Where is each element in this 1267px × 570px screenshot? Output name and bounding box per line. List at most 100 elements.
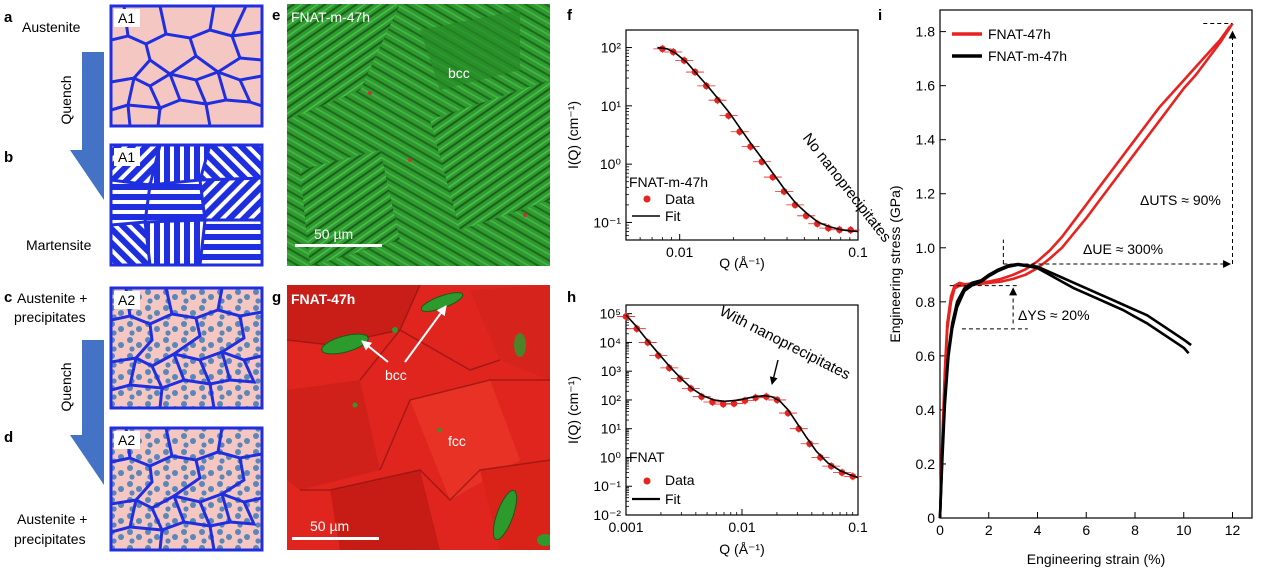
- panel-letter-e: e: [272, 7, 280, 24]
- chart-f-ytick-label: 10⁻¹: [593, 214, 621, 230]
- label-austenite: Austenite: [22, 19, 81, 35]
- chart-h-legend-data-marker: [643, 477, 651, 485]
- label-quench-2: Quench: [58, 362, 74, 411]
- chart-f-ytick-label: 10¹: [601, 98, 622, 114]
- chart-f-legend-fit: Fit: [665, 208, 681, 224]
- chart-h-data-point: [817, 454, 824, 461]
- schematic-austenite: A1: [109, 4, 264, 128]
- micrograph-e-scale-bar: [295, 244, 382, 247]
- chart-i-xtick-label: 12: [1225, 522, 1241, 538]
- chart-i: 0 2 4 6 8 10 12 0 0.2 0.4 0.6 0.8 1.0 1.2 1.4 1.6 1.8 FN…: [887, 9, 1253, 567]
- chart-f-data-point: [714, 96, 721, 104]
- chart-h-ytick-label: 10³: [601, 363, 622, 379]
- chart-f-legend-title: FNAT-m-47h: [629, 174, 708, 190]
- label-martensite: Martensite: [26, 237, 92, 253]
- chart-f-xtick-label: 0.01: [666, 244, 693, 260]
- chart-h: 0.001 0.01 0.1 10⁵ 10⁴ 10³ 10² 10¹ 10⁰ 10⁻¹ 10⁻² W…: [565, 303, 868, 557]
- chart-i-ylabel: Engineering stress (GPa): [887, 185, 903, 342]
- schematic-austenite-precipitates-c: A2: [109, 286, 264, 410]
- chart-i-ytick-label: 0.4: [916, 402, 936, 418]
- chart-h-data-point: [719, 400, 727, 408]
- chart-h-ytick-label: 10⁻²: [593, 507, 621, 523]
- chart-h-xtick-label: 0.1: [848, 519, 868, 535]
- chart-h-ytick-label: 10⁰: [600, 449, 622, 465]
- label-a2-c: A2: [118, 292, 135, 308]
- micrograph-e-bcc-label: bcc: [448, 65, 470, 81]
- chart-i-ytick-label: 1.0: [916, 240, 936, 256]
- chart-f-ytick-label: 10⁰: [600, 156, 622, 172]
- chart-i-frame: [939, 9, 1253, 519]
- micrograph-e: FNAT-m-47h bcc 50 µm: [287, 4, 550, 266]
- micrograph-e-scale-label: 50 µm: [314, 226, 353, 242]
- label-quench-1: Quench: [58, 75, 74, 124]
- chart-h-annotation: With nanoprecipitates: [717, 303, 853, 384]
- chart-i-xtick-label: 10: [1176, 522, 1192, 538]
- chart-f-ytick-label: 10²: [601, 40, 622, 56]
- chart-f-xlabel: Q (Å⁻¹): [719, 255, 765, 271]
- panel-letter-f: f: [567, 7, 573, 24]
- chart-i-xtick-label: 0: [936, 522, 944, 538]
- chart-f-legend-data-marker: [643, 195, 651, 203]
- chart-i-annotation-uts: ΔUTS ≈ 90%: [1140, 192, 1221, 208]
- chart-i-ytick-label: 0: [927, 510, 935, 526]
- chart-h-frame: [625, 304, 859, 516]
- schematic-austenite-precipitates-d: A2: [109, 426, 264, 552]
- chart-i-xlabel: Engineering strain (%): [1027, 551, 1166, 567]
- chart-i-ytick-label: 1.8: [916, 24, 936, 40]
- chart-i-guides: [949, 23, 1237, 330]
- micrograph-g-scale-label: 50 µm: [310, 518, 349, 534]
- chart-i-ytick-label: 1.2: [916, 186, 936, 202]
- chart-h-data-point: [622, 313, 630, 320]
- chart-f: 0.01 0.1 10² 10¹ 10⁰ 10⁻¹ No nanoprecipitates…: [565, 29, 895, 271]
- panel-letter-d: d: [4, 429, 13, 446]
- chart-h-annotation-arrow: [769, 359, 779, 385]
- chart-f-xtick-label: 0.1: [848, 244, 868, 260]
- chart-f-ylabel: I(Q) (cm⁻¹): [565, 101, 581, 169]
- label-a2-d: A2: [118, 432, 135, 448]
- chart-i-annotation-ys: ΔYS ≈ 20%: [1018, 307, 1090, 323]
- chart-h-data-point: [644, 339, 652, 346]
- label-precipitates-d: precipitates: [14, 531, 86, 547]
- panel-letter-g: g: [272, 289, 281, 306]
- chart-i-ytick-label: 0.2: [916, 456, 936, 472]
- chart-h-data-point: [665, 364, 673, 372]
- chart-f-annotation: No nanoprecipitates: [799, 130, 895, 246]
- chart-i-legend-fnat: FNAT-47h: [988, 26, 1051, 42]
- chart-h-legend-fit: Fit: [665, 491, 681, 507]
- chart-h-ytick-label: 10²: [601, 392, 622, 408]
- chart-i-series-0: [938, 25, 1232, 519]
- chart-i-series-1: [938, 22, 1234, 519]
- panel-letter-i: i: [878, 7, 882, 24]
- chart-i-xtick-label: 6: [1082, 522, 1090, 538]
- quench-arrow-1: [70, 52, 104, 200]
- label-austenite-plus-c: Austenite +: [17, 290, 87, 306]
- chart-i-legend-fnat-m: FNAT-m-47h: [988, 48, 1067, 64]
- chart-f-series-1: [657, 46, 859, 233]
- chart-h-data-point: [655, 352, 662, 359]
- chart-i-ytick-label: 1.4: [916, 132, 936, 148]
- chart-i-xtick-label: 2: [985, 522, 993, 538]
- chart-i-xtick-label: 8: [1131, 522, 1139, 538]
- panel-letters: a b c d e g f h i: [4, 7, 882, 446]
- panel-letter-a: a: [4, 9, 13, 26]
- chart-i-ytick-label: 0.8: [916, 294, 936, 310]
- chart-h-xtick-label: 0.001: [608, 519, 643, 535]
- chart-h-legend-title: FNAT: [629, 449, 665, 465]
- panel-letter-c: c: [4, 289, 12, 306]
- label-a1-a: A1: [118, 10, 135, 26]
- panel-letter-b: b: [4, 149, 13, 166]
- chart-i-series-3: [938, 263, 1190, 519]
- chart-h-ytick-label: 10¹: [601, 421, 622, 437]
- chart-i-ytick-label: 1.6: [916, 78, 936, 94]
- chart-h-xlabel: Q (Å⁻¹): [719, 541, 765, 557]
- chart-h-ytick-label: 10⁴: [599, 334, 621, 350]
- chart-i-annotation-ue: ΔUE ≈ 300%: [1083, 241, 1163, 257]
- label-austenite-plus-d: Austenite +: [17, 511, 87, 527]
- schematic-martensite: A1: [109, 143, 264, 267]
- chart-i-ytick-label: 0.6: [916, 348, 936, 364]
- panel-letter-h: h: [567, 289, 576, 306]
- chart-h-ytick-label: 10⁻¹: [593, 478, 621, 494]
- micrograph-g: FNAT-47h bcc fcc 50 µm: [287, 285, 550, 550]
- label-a1-b: A1: [118, 149, 135, 165]
